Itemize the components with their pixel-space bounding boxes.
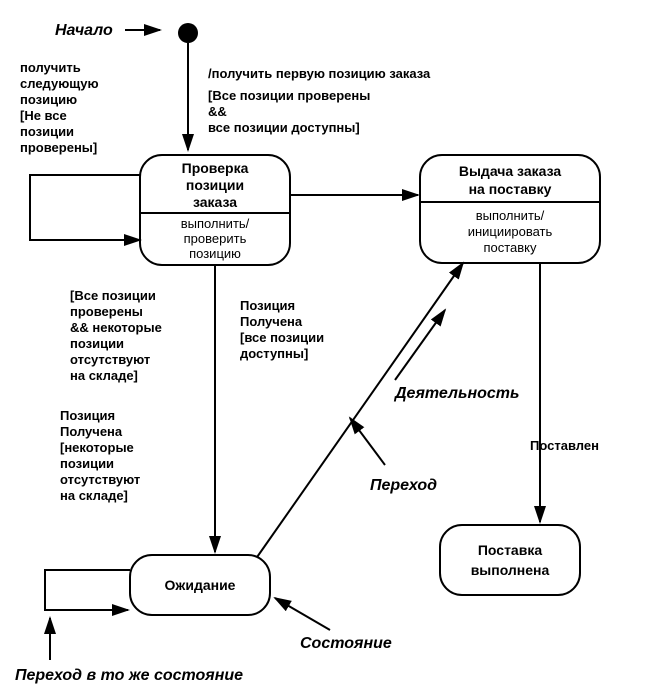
annotation-activity: Деятельность — [393, 385, 520, 402]
svg-text:отсутствуют: отсутствуют — [70, 352, 150, 367]
svg-text:Позиция: Позиция — [240, 298, 295, 313]
initial-node — [178, 23, 198, 43]
annotation-state-arrow — [275, 598, 330, 630]
svg-text:проверены]: проверены] — [20, 140, 97, 155]
svg-text:Получена: Получена — [240, 314, 303, 329]
edge-check-self — [30, 175, 140, 240]
initial-label: Начало — [55, 22, 113, 39]
annotation-transition-arrow — [350, 418, 385, 465]
svg-text:отсутствуют: отсутствуют — [60, 472, 140, 487]
svg-text:на складе]: на складе] — [70, 368, 138, 383]
svg-text:&& некоторые: && некоторые — [70, 320, 162, 335]
svg-text:[Все позиции: [Все позиции — [70, 288, 156, 303]
state-done — [440, 525, 580, 595]
annotation-state: Состояние — [300, 635, 392, 652]
svg-text:Ожидание: Ожидание — [165, 577, 236, 593]
annotation-transition: Переход — [370, 477, 437, 494]
svg-text:Получена: Получена — [60, 424, 123, 439]
svg-text:[все позиции: [все позиции — [240, 330, 324, 345]
svg-text:Поставлен: Поставлен — [530, 438, 599, 453]
svg-text:выполнить/: выполнить/ — [181, 216, 250, 231]
svg-text:Поставка: Поставка — [478, 542, 542, 558]
state-diagram: Начало /получить первую позицию заказа [… — [0, 0, 650, 693]
svg-text:проверены: проверены — [70, 304, 143, 319]
svg-text:проверить: проверить — [184, 231, 247, 246]
svg-text:позицию: позицию — [20, 92, 77, 107]
svg-text:позиции: позиции — [60, 456, 114, 471]
svg-text:все позиции доступны]: все позиции доступны] — [208, 120, 360, 135]
svg-text:[Все позиции проверены: [Все позиции проверены — [208, 88, 370, 103]
svg-text:на поставку: на поставку — [469, 181, 552, 197]
svg-text:следующую: следующую — [20, 76, 99, 91]
svg-text:получить: получить — [20, 60, 81, 75]
svg-text:доступны]: доступны] — [240, 346, 308, 361]
svg-text:&&: && — [208, 104, 227, 119]
svg-text:[Не все: [Не все — [20, 108, 67, 123]
svg-text:выполнена: выполнена — [471, 562, 550, 578]
svg-text:выполнить/: выполнить/ — [476, 208, 545, 223]
svg-text:позиции: позиции — [186, 177, 244, 193]
svg-text:позиции: позиции — [20, 124, 74, 139]
svg-text:Проверка: Проверка — [182, 160, 249, 176]
svg-text:на складе]: на складе] — [60, 488, 128, 503]
svg-text:заказа: заказа — [193, 194, 237, 210]
svg-text:позицию: позицию — [189, 246, 241, 261]
edge-wait-self — [45, 570, 130, 610]
svg-text:Выдача заказа: Выдача заказа — [459, 163, 561, 179]
svg-text:инициировать: инициировать — [468, 224, 553, 239]
svg-text:позиции: позиции — [70, 336, 124, 351]
svg-text:Позиция: Позиция — [60, 408, 115, 423]
edge-init-check-label: /получить первую позицию заказа — [208, 66, 431, 81]
annotation-activity-arrow — [395, 310, 445, 380]
annotation-self: Переход в то же состояние — [15, 667, 243, 684]
svg-text:[некоторые: [некоторые — [60, 440, 134, 455]
svg-text:поставку: поставку — [483, 240, 537, 255]
